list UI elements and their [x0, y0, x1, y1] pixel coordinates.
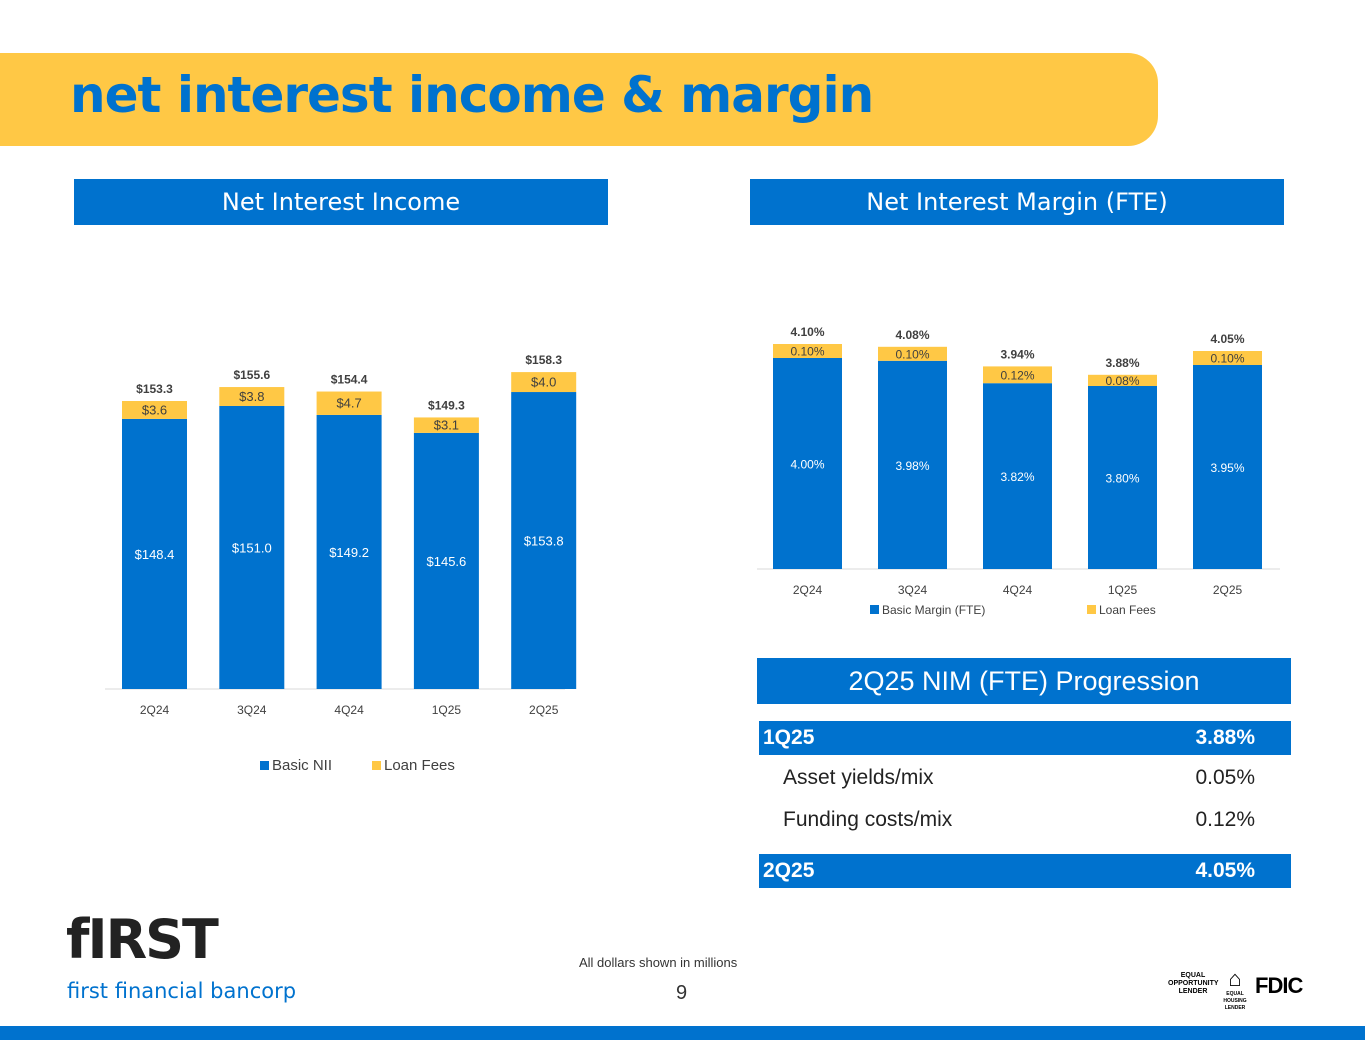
x-tick-label: 2Q25: [529, 703, 559, 717]
bar-basic-nii: [122, 418, 187, 689]
bar-loan-fees: [511, 372, 577, 393]
row-label: Funding costs/mix: [783, 808, 953, 831]
bar-basic-nii: [219, 405, 285, 689]
bar-basic-margin-fte-: [1088, 386, 1157, 569]
row-value: 4.05%: [1195, 859, 1255, 882]
row-value: 3.88%: [1195, 726, 1255, 749]
legend-label: Loan Fees: [384, 757, 455, 774]
data-label: 3.80%: [1105, 472, 1139, 486]
x-tick-label: 3Q24: [237, 703, 267, 717]
data-label: 4.00%: [790, 458, 824, 472]
data-label: 0.10%: [895, 347, 929, 361]
title-banner: [0, 53, 1158, 146]
bar-basic-nii: [316, 414, 382, 689]
x-tick-label: 3Q24: [898, 583, 928, 597]
row-value: 0.05%: [1195, 766, 1255, 789]
total-label: 3.88%: [1105, 356, 1139, 370]
legend-swatch: [870, 605, 879, 614]
legend-label: Loan Fees: [1099, 603, 1156, 617]
bar-loan-fees: [413, 417, 479, 433]
x-tick-label: 1Q25: [1108, 583, 1138, 597]
total-label: 4.10%: [790, 325, 824, 339]
data-label: $4.7: [336, 396, 361, 411]
data-label: 3.98%: [895, 459, 929, 473]
bar-loan-fees: [316, 391, 382, 415]
legend-swatch: [372, 761, 381, 770]
logo: fIRST: [66, 908, 219, 971]
row-label: 1Q25: [763, 726, 815, 749]
progression-row: Funding costs/mix 0.12%: [759, 808, 1291, 832]
legend-swatch: [260, 761, 269, 770]
data-label: 0.10%: [1210, 352, 1244, 366]
data-label: $148.4: [135, 547, 175, 562]
total-label: 3.94%: [1000, 347, 1034, 361]
legend-swatch: [1087, 605, 1096, 614]
total-label: 4.05%: [1210, 332, 1244, 346]
progression-row: Asset yields/mix 0.05%: [759, 766, 1291, 790]
data-label: $145.6: [427, 554, 467, 569]
bar-basic-margin-fte-: [983, 383, 1052, 569]
data-label: $3.6: [142, 402, 167, 417]
bar-loan-fees: [219, 387, 285, 406]
x-tick-label: 2Q24: [140, 703, 170, 717]
bar-loan-fees: [122, 401, 187, 419]
logo-name: first financial bancorp: [67, 979, 297, 1003]
footnote: All dollars shown in millions: [579, 955, 738, 970]
row-value: 0.12%: [1195, 808, 1255, 831]
row-label: Asset yields/mix: [783, 766, 934, 789]
data-label: $151.0: [232, 540, 272, 555]
progression-row: 1Q25 3.88%: [759, 721, 1291, 755]
progression-header: 2Q25 NIM (FTE) Progression: [757, 658, 1291, 704]
bar-loan-fees: [878, 346, 947, 361]
page-title: net interest income & margin: [70, 66, 874, 124]
data-label: $149.2: [329, 545, 369, 560]
bar-basic-margin-fte-: [1193, 365, 1262, 569]
x-tick-label: 4Q24: [334, 703, 364, 717]
data-label: 0.10%: [790, 345, 824, 359]
bar-loan-fees: [1193, 351, 1262, 366]
fdic-logo: FDIC: [1255, 973, 1303, 998]
total-label: $155.6: [233, 368, 270, 382]
data-label: $3.8: [239, 389, 264, 404]
data-label: $3.1: [434, 418, 459, 433]
legend-label: Basic Margin (FTE): [882, 603, 985, 617]
total-label: $154.4: [331, 373, 368, 387]
x-tick-label: 1Q25: [432, 703, 462, 717]
data-label: 3.95%: [1210, 461, 1244, 475]
nim-header: Net Interest Margin (FTE): [750, 179, 1284, 225]
bar-basic-margin-fte-: [878, 360, 947, 569]
bottom-bar: [0, 1026, 1365, 1040]
nii-header: Net Interest Income: [74, 179, 608, 225]
x-tick-label: 2Q24: [793, 583, 823, 597]
total-label: 4.08%: [895, 328, 929, 342]
legend-label: Basic NII: [272, 757, 332, 774]
bar-basic-nii: [413, 432, 479, 689]
progression-row: 2Q25 4.05%: [759, 854, 1291, 888]
bar-loan-fees: [773, 344, 842, 359]
total-label: $158.3: [525, 353, 562, 367]
data-label: 0.12%: [1000, 368, 1034, 382]
total-label: $149.3: [428, 398, 465, 412]
data-label: $4.0: [531, 375, 556, 390]
row-label: 2Q25: [763, 859, 815, 882]
equal-housing-icon: ⌂ EQUAL HOUSING LENDER: [1223, 966, 1247, 1012]
total-label: $153.3: [136, 382, 173, 396]
data-label: 0.08%: [1105, 374, 1139, 388]
equal-opportunity-badge: EQUAL OPPORTUNITY LENDER: [1168, 972, 1219, 995]
x-tick-label: 2Q25: [1213, 583, 1243, 597]
bar-basic-nii: [511, 392, 577, 689]
data-label: $153.8: [524, 534, 564, 549]
bar-basic-margin-fte-: [773, 358, 842, 569]
bar-loan-fees: [983, 366, 1052, 384]
bar-loan-fees: [1088, 374, 1157, 387]
page-number: 9: [676, 982, 688, 1004]
data-label: 3.82%: [1000, 470, 1034, 484]
x-tick-label: 4Q24: [1003, 583, 1033, 597]
